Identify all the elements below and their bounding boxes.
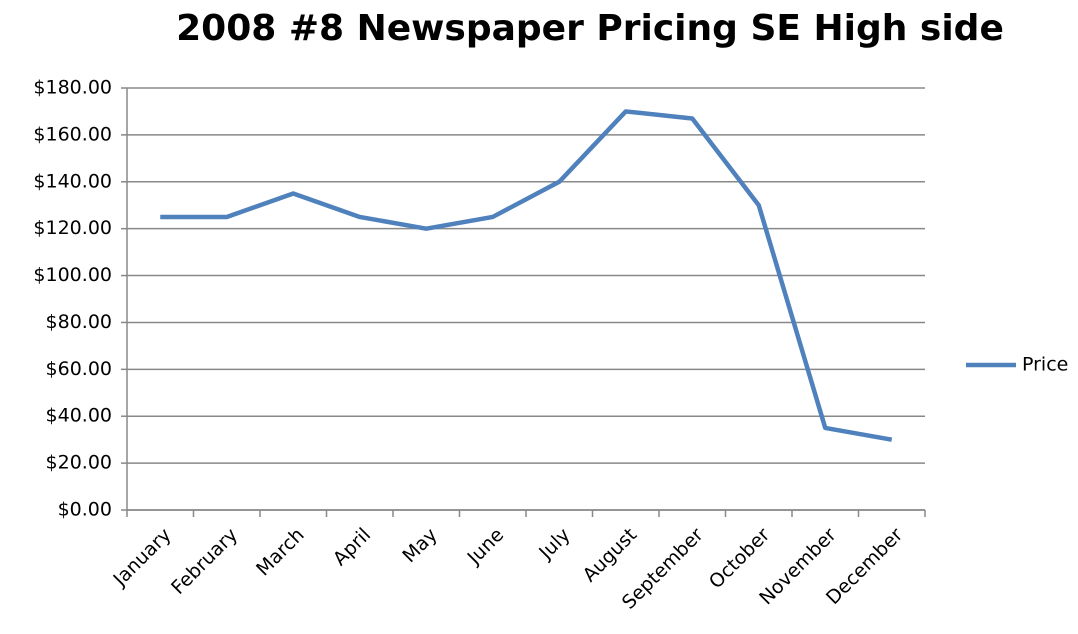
y-tick-label: $140.00 [33, 170, 112, 192]
chart-title: 2008 #8 Newspaper Pricing SE High side [176, 8, 1004, 49]
y-tick-label: $160.00 [33, 123, 112, 145]
y-tick-label: $180.00 [33, 77, 112, 99]
y-tick-label: $60.00 [46, 358, 112, 380]
y-tick-label: $100.00 [33, 264, 112, 286]
y-tick-label: $80.00 [46, 311, 112, 333]
series-line [160, 109, 893, 442]
y-tick-label: $120.00 [33, 217, 112, 239]
y-tick-label: $40.00 [46, 405, 112, 427]
y-tick-label: $20.00 [46, 452, 112, 474]
legend-label: Price [1022, 354, 1068, 376]
y-tick-label: $0.00 [58, 499, 112, 521]
